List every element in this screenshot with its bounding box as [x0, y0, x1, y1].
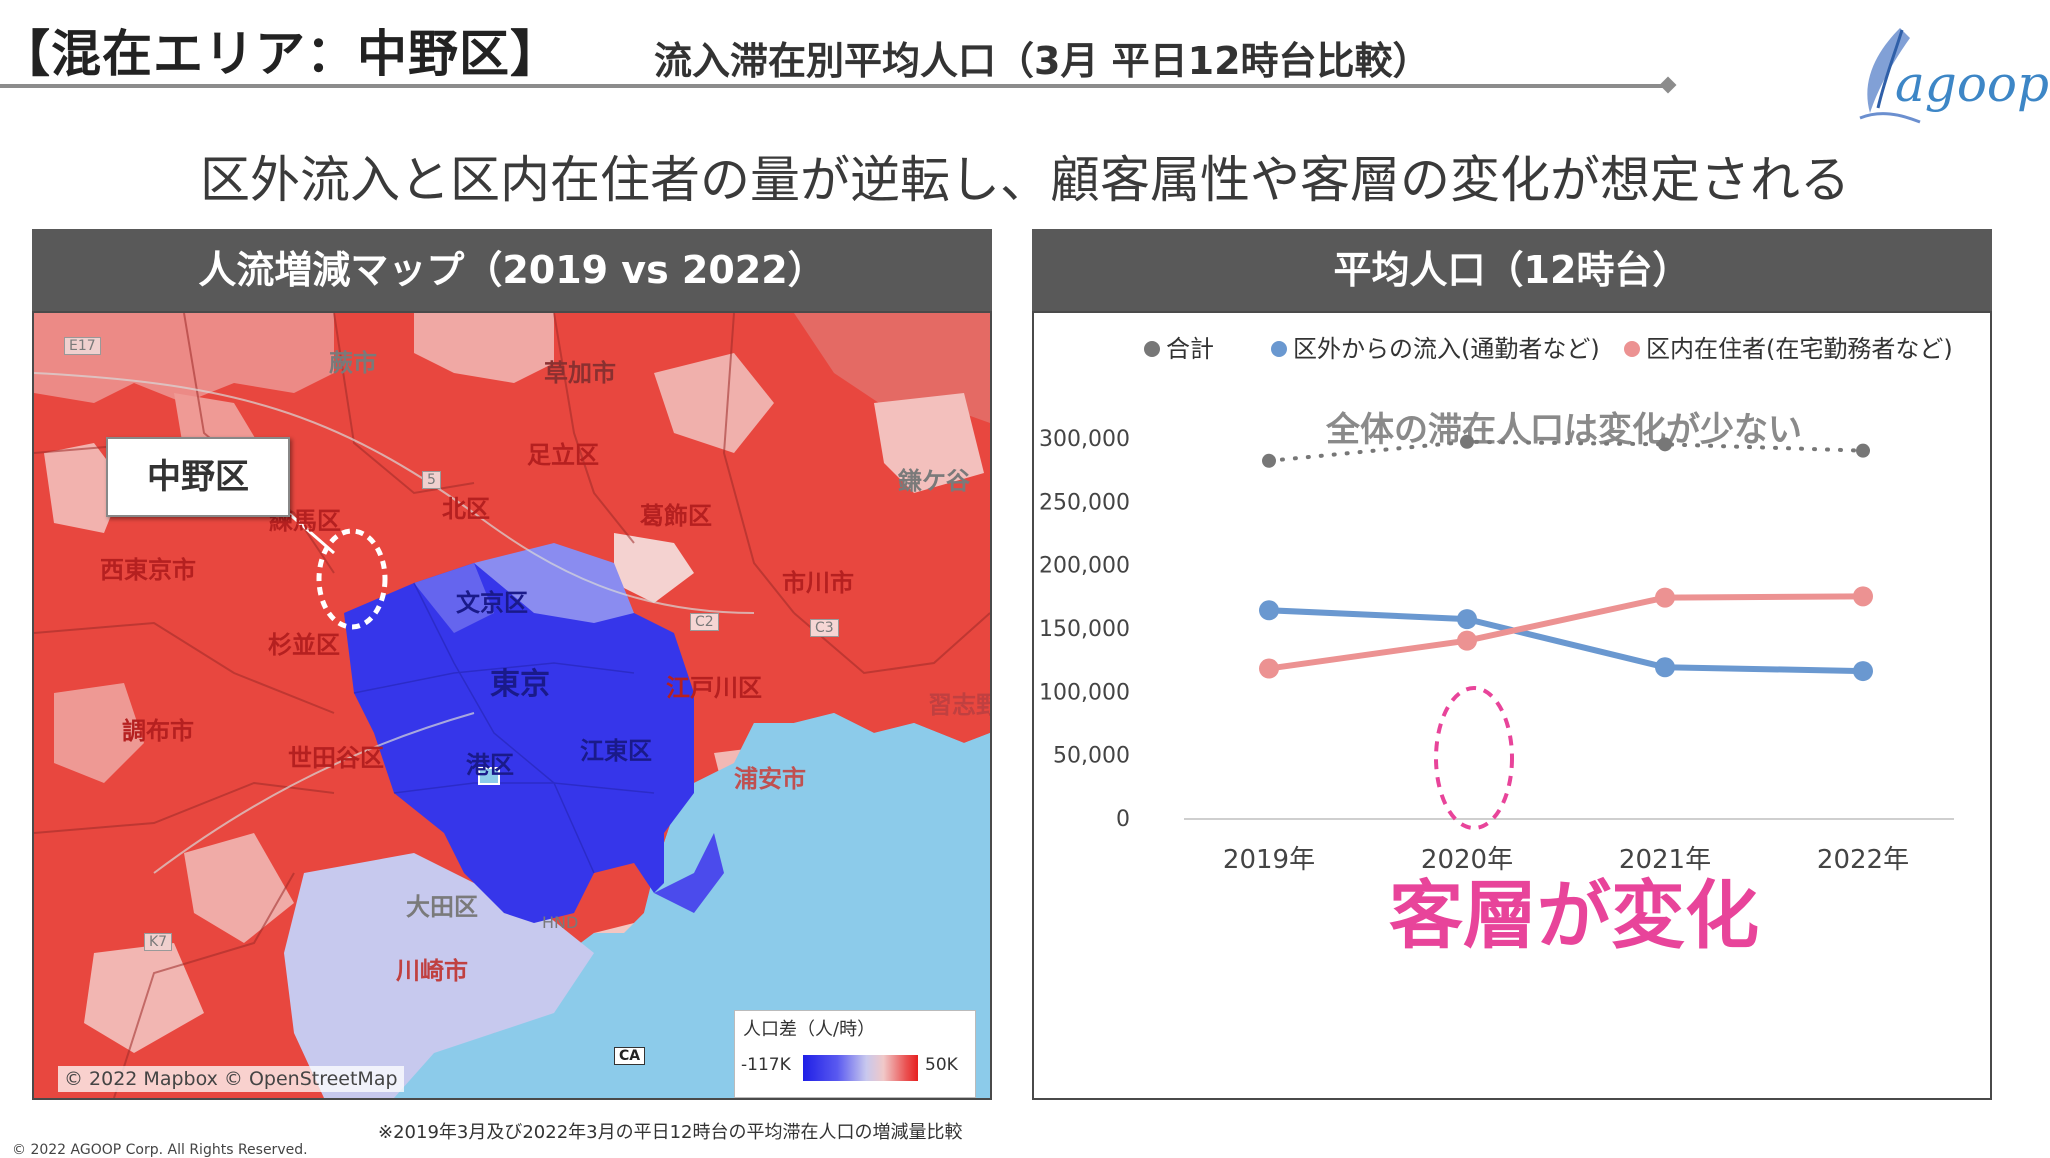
chart-svg: 合計 区外からの流入(通勤者など) 区内在住者(在宅勤務者など) 全体の滞在人口は変… — [1039, 335, 1954, 959]
series-point — [1262, 453, 1276, 468]
copyright: © 2022 AGOOP Corp. All Rights Reserved. — [12, 1142, 308, 1158]
page-title: 【混在エリア：中野区】 — [0, 25, 561, 83]
chart-panel-title: 平均人口（12時台） — [1032, 229, 1992, 311]
map-legend: 人口差（人/時） -117K 50K — [734, 1010, 976, 1098]
legend-title: 人口差（人/時） — [743, 1019, 876, 1040]
road-shield-k7: K7 — [144, 933, 173, 951]
map-label-chofu: 調布市 — [122, 717, 194, 745]
legend-label: 区内在住者(在宅勤務者など) — [1646, 335, 1953, 363]
series-point — [1853, 661, 1873, 682]
legend-label: 区外からの流入(通勤者など) — [1293, 335, 1600, 363]
series-point — [1457, 630, 1477, 651]
map-label-katsushika: 葛飾区 — [640, 502, 712, 530]
chart-annotation-main: 客層が変化 — [1389, 873, 1759, 959]
road-shield-e17: E17 — [64, 337, 101, 355]
y-tick-label: 150,000 — [1039, 617, 1130, 642]
map-label-ota: 大田区 — [406, 893, 478, 921]
series-point — [1856, 443, 1870, 458]
flow-change-map[interactable]: 蕨市 草加市 足立区 北区 葛飾区 練馬区 西東京市 文京区 市川市 杉並区 東… — [32, 311, 992, 1100]
road-shield-5: 5 — [422, 471, 441, 489]
series-point — [1655, 657, 1675, 678]
legend-label: 合計 — [1166, 335, 1214, 363]
headline: 区外流入と区内在住者の量が逆転し、顧客属性や客層の変化が想定される — [200, 151, 1850, 209]
map-label-tokyo: 東京 — [490, 667, 550, 702]
series-point — [1460, 434, 1474, 449]
map-label-narashino: 習志野 — [928, 691, 990, 719]
series-point — [1853, 586, 1873, 607]
map-label-kawasaki: 川崎市 — [396, 957, 468, 985]
y-tick-label: 250,000 — [1039, 490, 1130, 515]
y-tick-label: 0 — [1116, 807, 1130, 832]
road-shield-c3: C3 — [810, 619, 839, 637]
header-divider-end — [1659, 76, 1677, 94]
agoop-logo-text: agoop — [1895, 55, 2050, 113]
y-tick-label: 100,000 — [1039, 680, 1130, 705]
map-label-nishitokyo: 西東京市 — [100, 556, 196, 584]
y-tick-label: 200,000 — [1039, 554, 1130, 579]
map-attribution[interactable]: © 2022 Mapbox © OpenStreetMap — [58, 1066, 404, 1092]
header-divider — [0, 84, 1668, 88]
legend-marker — [1144, 341, 1160, 357]
series-line — [1266, 607, 1866, 675]
map-label-toda: 蕨市 — [329, 349, 377, 377]
map-label-adachi: 足立区 — [527, 441, 599, 469]
map-label-koto: 江東区 — [580, 737, 652, 765]
series-point — [1259, 658, 1279, 679]
agoop-logo-icon — [1859, 28, 1921, 124]
x-tick-label: 2021年 — [1619, 845, 1711, 875]
series-point — [1658, 437, 1672, 452]
map-label-setagaya: 世田谷区 — [288, 744, 384, 772]
series-point — [1655, 587, 1675, 608]
x-tick-label: 2022年 — [1817, 845, 1909, 875]
legend-min: -117K — [741, 1055, 791, 1075]
legend-marker — [1624, 341, 1640, 357]
x-tick-label: 2019年 — [1223, 845, 1315, 875]
map-label-bunkyo: 文京区 — [456, 589, 528, 617]
footnote: ※2019年3月及び2022年3月の平日12時台の平均滞在人口の増減量比較 — [378, 1122, 963, 1143]
nakano-callout: 中野区 — [106, 437, 290, 517]
chart-annotation-top: 全体の滞在人口は変化が少ない — [1325, 410, 1802, 450]
series-line — [1267, 439, 1865, 463]
y-tick-label: 50,000 — [1053, 744, 1130, 769]
y-tick-label: 300,000 — [1039, 427, 1130, 452]
population-line-chart: 合計 区外からの流入(通勤者など) 区内在住者(在宅勤務者など) 全体の滞在人口は変… — [1032, 311, 1992, 1100]
legend-marker — [1271, 341, 1287, 357]
map-label-soka: 草加市 — [544, 359, 616, 387]
crossover-highlight — [1434, 686, 1514, 830]
map-label-ichikawa: 市川市 — [782, 569, 854, 597]
map-panel-title: 人流増減マップ（2019 vs 2022） — [32, 229, 992, 311]
legend-max: 50K — [925, 1055, 958, 1075]
legend-gradient — [803, 1055, 918, 1081]
series-line — [1266, 593, 1866, 672]
page-subtitle: 流入滞在別平均人口（3月 平日12時台比較） — [654, 39, 1431, 83]
map-label-edogawa: 江戸川区 — [666, 674, 762, 702]
series-point — [1259, 600, 1279, 621]
road-shield-c2: C2 — [690, 613, 719, 631]
map-label-kamagaya: 鎌ケ谷 — [898, 467, 970, 495]
map-label-hnd: HND — [542, 913, 579, 932]
x-tick-label: 2020年 — [1421, 845, 1513, 875]
map-label-minato: 港区 — [466, 751, 514, 779]
map-graphic — [34, 313, 990, 1098]
map-label-kita: 北区 — [442, 495, 490, 523]
map-label-suginami: 杉並区 — [268, 631, 340, 659]
series-point — [1457, 609, 1477, 630]
map-label-urayasu: 浦安市 — [734, 765, 806, 793]
road-shield-ca: CA — [614, 1047, 646, 1065]
